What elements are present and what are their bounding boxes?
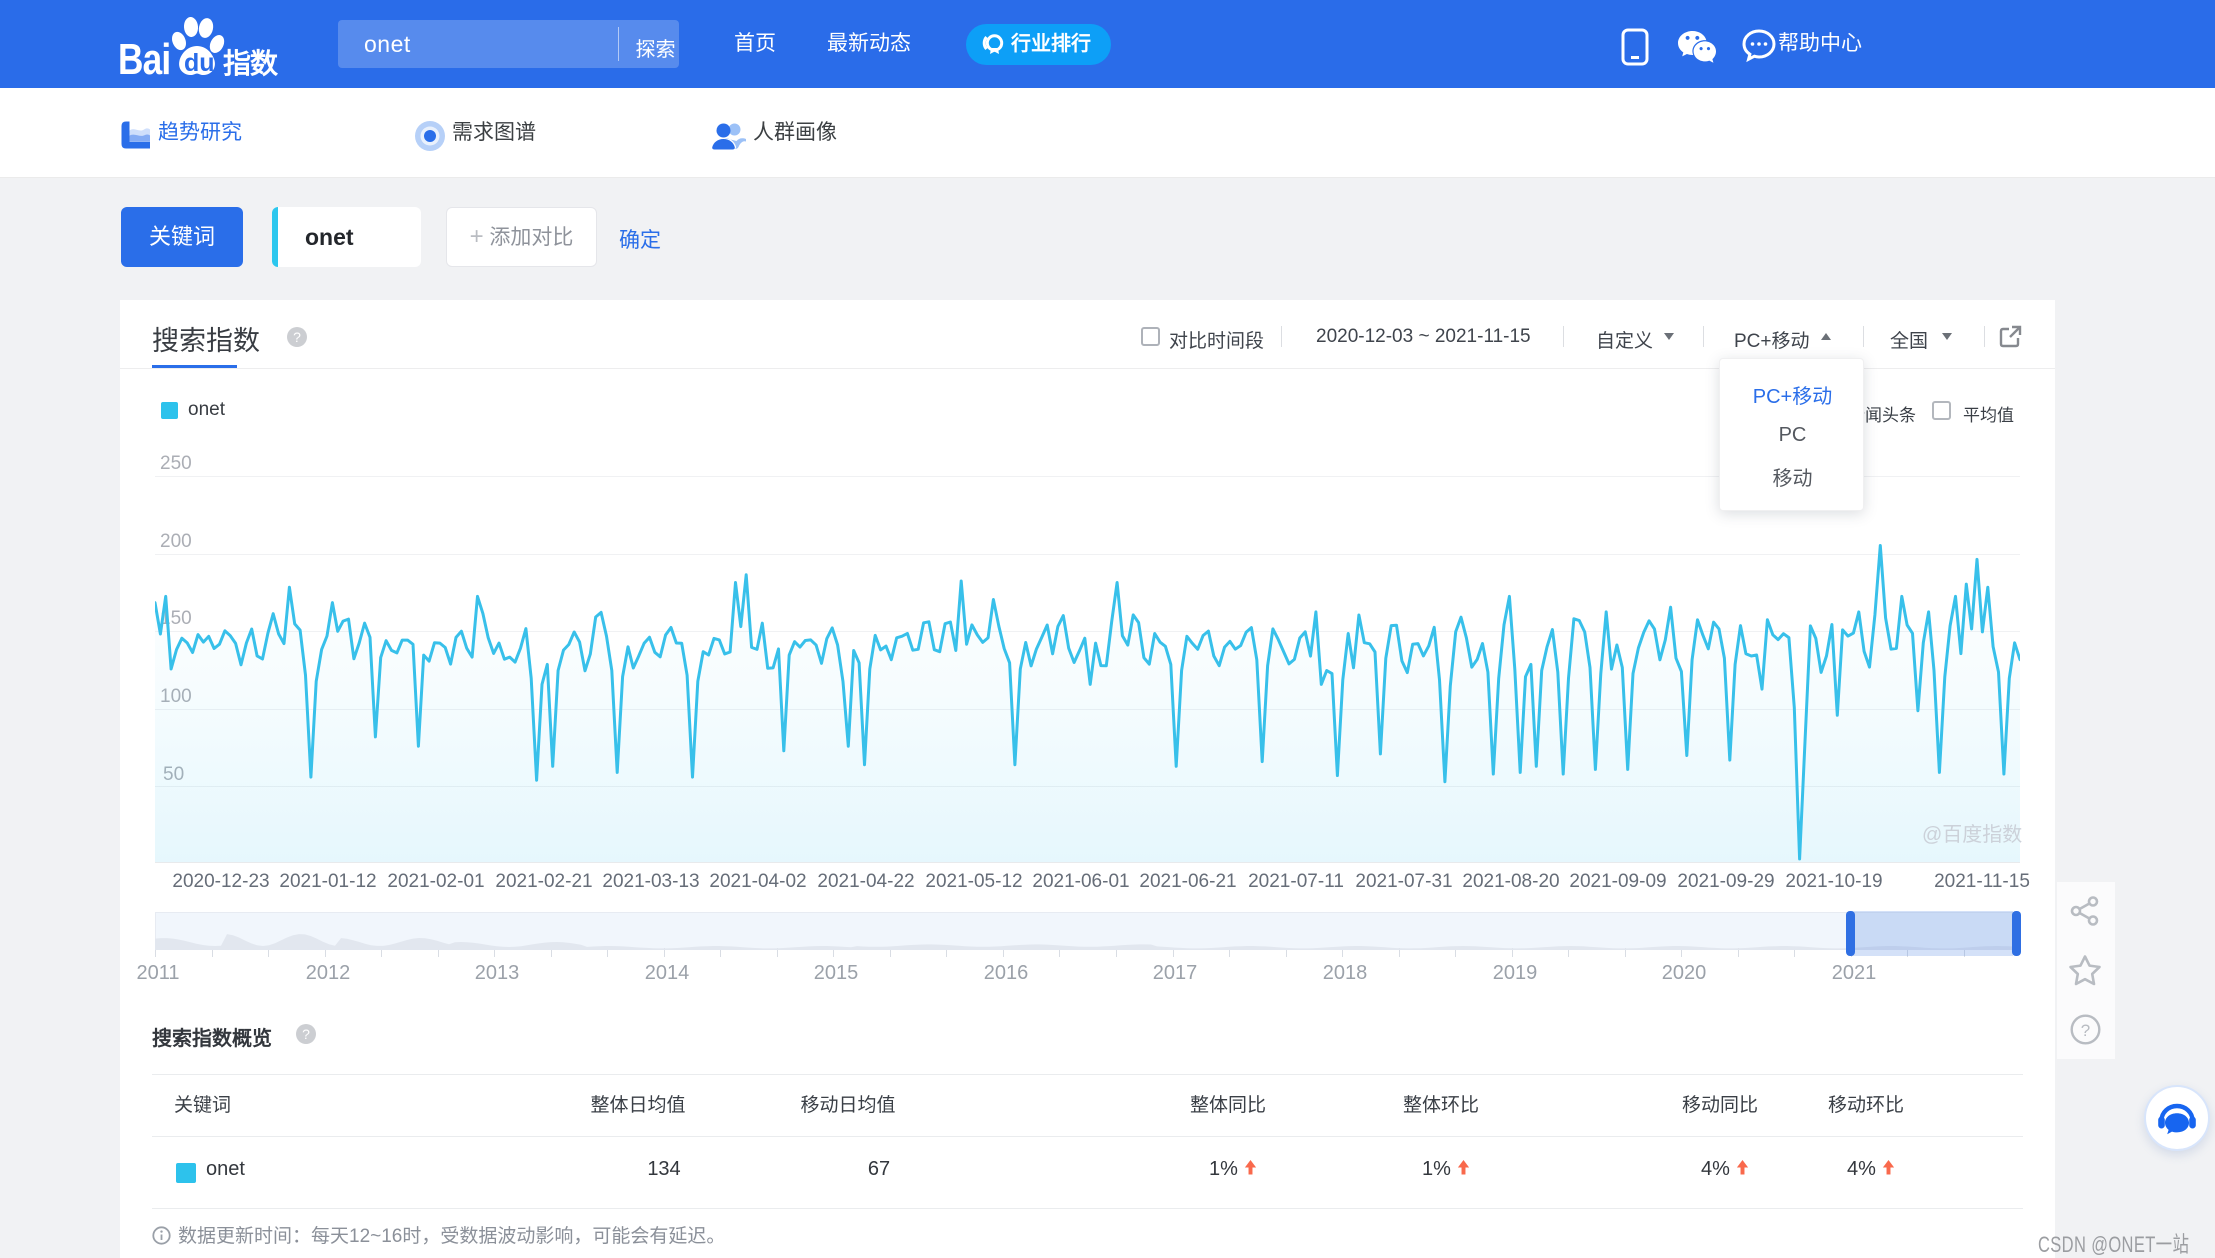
svg-text:Bai: Bai	[118, 35, 170, 78]
svg-text:?: ?	[2081, 1021, 2090, 1040]
svg-text:du: du	[184, 49, 215, 77]
svg-text:指数: 指数	[223, 48, 279, 78]
